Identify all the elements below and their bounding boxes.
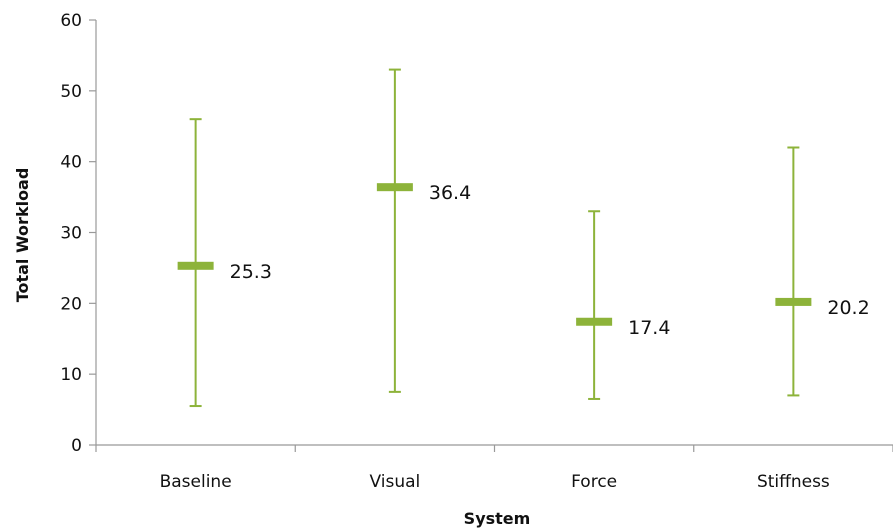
data-point-group: 17.4 [576,210,670,400]
data-label: 17.4 [628,317,670,339]
x-axis-title: System [464,509,531,528]
y-axis-title: Total Workload [13,168,32,303]
mean-marker [775,297,812,306]
category-label: Visual [369,472,420,492]
category-label: Force [571,472,617,492]
y-tick-label: 20 [60,294,82,314]
y-tick-label: 60 [60,11,82,31]
y-tick-label: 0 [71,436,82,456]
mean-marker [376,183,413,192]
y-tick-label: 30 [60,224,82,244]
y-tick-label: 40 [60,153,82,173]
category-label: Stiffness [757,472,830,492]
y-tick-label: 50 [60,82,82,102]
y-tick-label: 10 [60,365,82,385]
data-label: 25.3 [230,261,272,283]
data-label: 20.2 [827,297,869,319]
data-point-group: 25.3 [177,118,272,408]
category-label: Baseline [160,472,232,492]
data-label: 36.4 [429,182,471,204]
data-point-group: 20.2 [775,146,870,397]
y-axis: 0 10 20 30 40 50 60 [60,11,97,456]
mean-marker [177,261,214,270]
data-point-group: 36.4 [376,68,471,393]
mean-marker [576,317,613,326]
plot-area: 25.3 36.4 17.4 20.2 [177,68,870,408]
x-axis: Baseline Visual Force Stiffness [95,444,893,492]
